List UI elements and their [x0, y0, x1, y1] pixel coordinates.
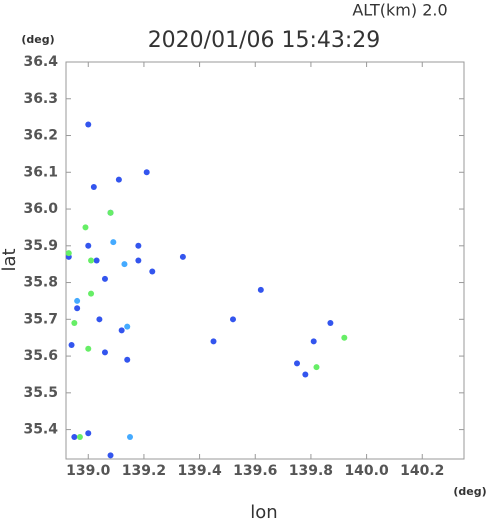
echo-point	[302, 371, 309, 378]
echo-point	[101, 349, 108, 356]
echo-point	[85, 121, 92, 128]
echo-point	[341, 334, 348, 341]
echo-point	[74, 297, 81, 304]
echo-point	[85, 430, 92, 437]
echo-point	[179, 253, 186, 260]
echo-point	[121, 261, 128, 268]
y-unit: (deg)	[21, 33, 54, 46]
echo-point	[110, 239, 117, 246]
echo-point	[101, 275, 108, 282]
x-tick-label: 139.4	[177, 463, 222, 479]
x-axis-label: lon	[250, 502, 277, 521]
y-tick-label: 35.7	[23, 311, 58, 327]
echo-point	[68, 342, 75, 349]
echo-point	[65, 250, 72, 257]
y-axis-label: lat	[0, 248, 20, 271]
echo-point	[118, 327, 125, 334]
y-tick-label: 36.3	[23, 91, 58, 107]
y-tick-label: 35.4	[23, 422, 58, 438]
x-unit: (deg)	[453, 485, 486, 498]
echo-point	[88, 257, 95, 264]
echo-point	[88, 290, 95, 297]
echo-point	[85, 242, 92, 249]
altitude-label: ALT(km) 2.0	[352, 1, 447, 20]
x-tick-label: 139.0	[66, 463, 111, 479]
echo-point	[135, 257, 142, 264]
y-tick-label: 35.8	[23, 275, 58, 291]
echo-point	[294, 360, 301, 367]
echo-point	[310, 338, 317, 345]
echo-point	[124, 356, 131, 363]
x-tick-label: 140.0	[344, 463, 389, 479]
echo-point	[135, 242, 142, 249]
x-tick-label: 139.2	[122, 463, 166, 479]
y-tick-label: 36.4	[23, 54, 58, 70]
echo-point	[149, 268, 156, 275]
echo-point	[229, 316, 236, 323]
y-tick-label: 35.5	[23, 385, 58, 401]
echo-point	[71, 433, 78, 440]
echo-point	[93, 257, 100, 264]
echo-point	[74, 305, 81, 312]
plot-frame	[65, 61, 465, 460]
echo-point	[82, 224, 89, 231]
y-tick-label: 36.0	[23, 201, 58, 217]
echo-point	[115, 176, 122, 183]
x-tick-label: 139.8	[289, 463, 333, 479]
y-tick-label: 36.2	[23, 128, 58, 144]
echo-point	[257, 286, 264, 293]
x-tick-label: 140.2	[400, 463, 444, 479]
echo-point	[76, 433, 83, 440]
echo-point	[85, 345, 92, 352]
x-tick-label: 139.6	[233, 463, 277, 479]
y-tick-label: 35.6	[23, 348, 58, 364]
y-tick-label: 35.9	[23, 238, 58, 254]
echo-point	[327, 319, 334, 326]
echo-point	[124, 323, 131, 330]
echo-point	[71, 319, 78, 326]
echo-point	[313, 364, 320, 371]
chart-title: 2020/01/06 15:43:29	[148, 28, 381, 53]
echo-point	[107, 209, 114, 216]
echo-point	[90, 183, 97, 190]
echo-point	[96, 316, 103, 323]
echo-point	[210, 338, 217, 345]
y-tick-label: 36.1	[23, 164, 58, 180]
echo-point	[107, 452, 114, 459]
echo-point	[143, 169, 150, 176]
echo-point	[127, 433, 134, 440]
